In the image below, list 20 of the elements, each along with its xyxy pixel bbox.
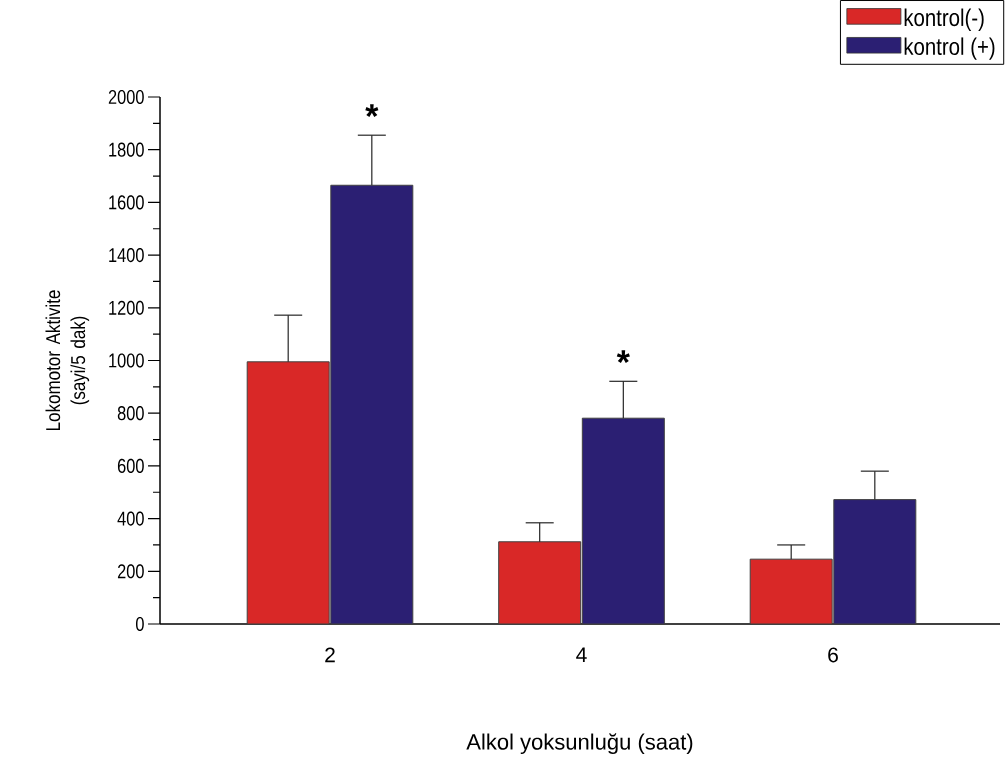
y-tick-label: 0	[136, 616, 144, 632]
y-tick-label: 1200	[109, 300, 144, 315]
x-tick-label: 6	[828, 647, 838, 663]
y-tick-label: 2000	[108, 89, 144, 105]
y-tick-label: 1600	[109, 195, 144, 210]
y-tick-label: 1400	[109, 248, 144, 263]
y-tick-label: 1000	[109, 353, 144, 368]
y-tick-label: 600	[117, 458, 144, 473]
x-tick-label: 4	[576, 647, 587, 662]
legend-label: kontrol(-)	[904, 8, 984, 31]
y-tick-label: 400	[117, 511, 144, 526]
legend-label: kontrol (+)	[904, 37, 995, 60]
annotation: *	[365, 104, 379, 117]
x-tick-label: 2	[325, 647, 335, 663]
y-tick-label: 200	[117, 564, 144, 579]
y-tick-label: 1800	[109, 142, 144, 157]
annotation: *	[616, 350, 630, 364]
y-tick-label: 800	[117, 406, 144, 421]
x-axis-title: Alkol yoksunluğu (saat)	[466, 733, 693, 755]
y-axis-title: Lokomotor Aktivite (sayi/5 dak)	[45, 290, 90, 430]
